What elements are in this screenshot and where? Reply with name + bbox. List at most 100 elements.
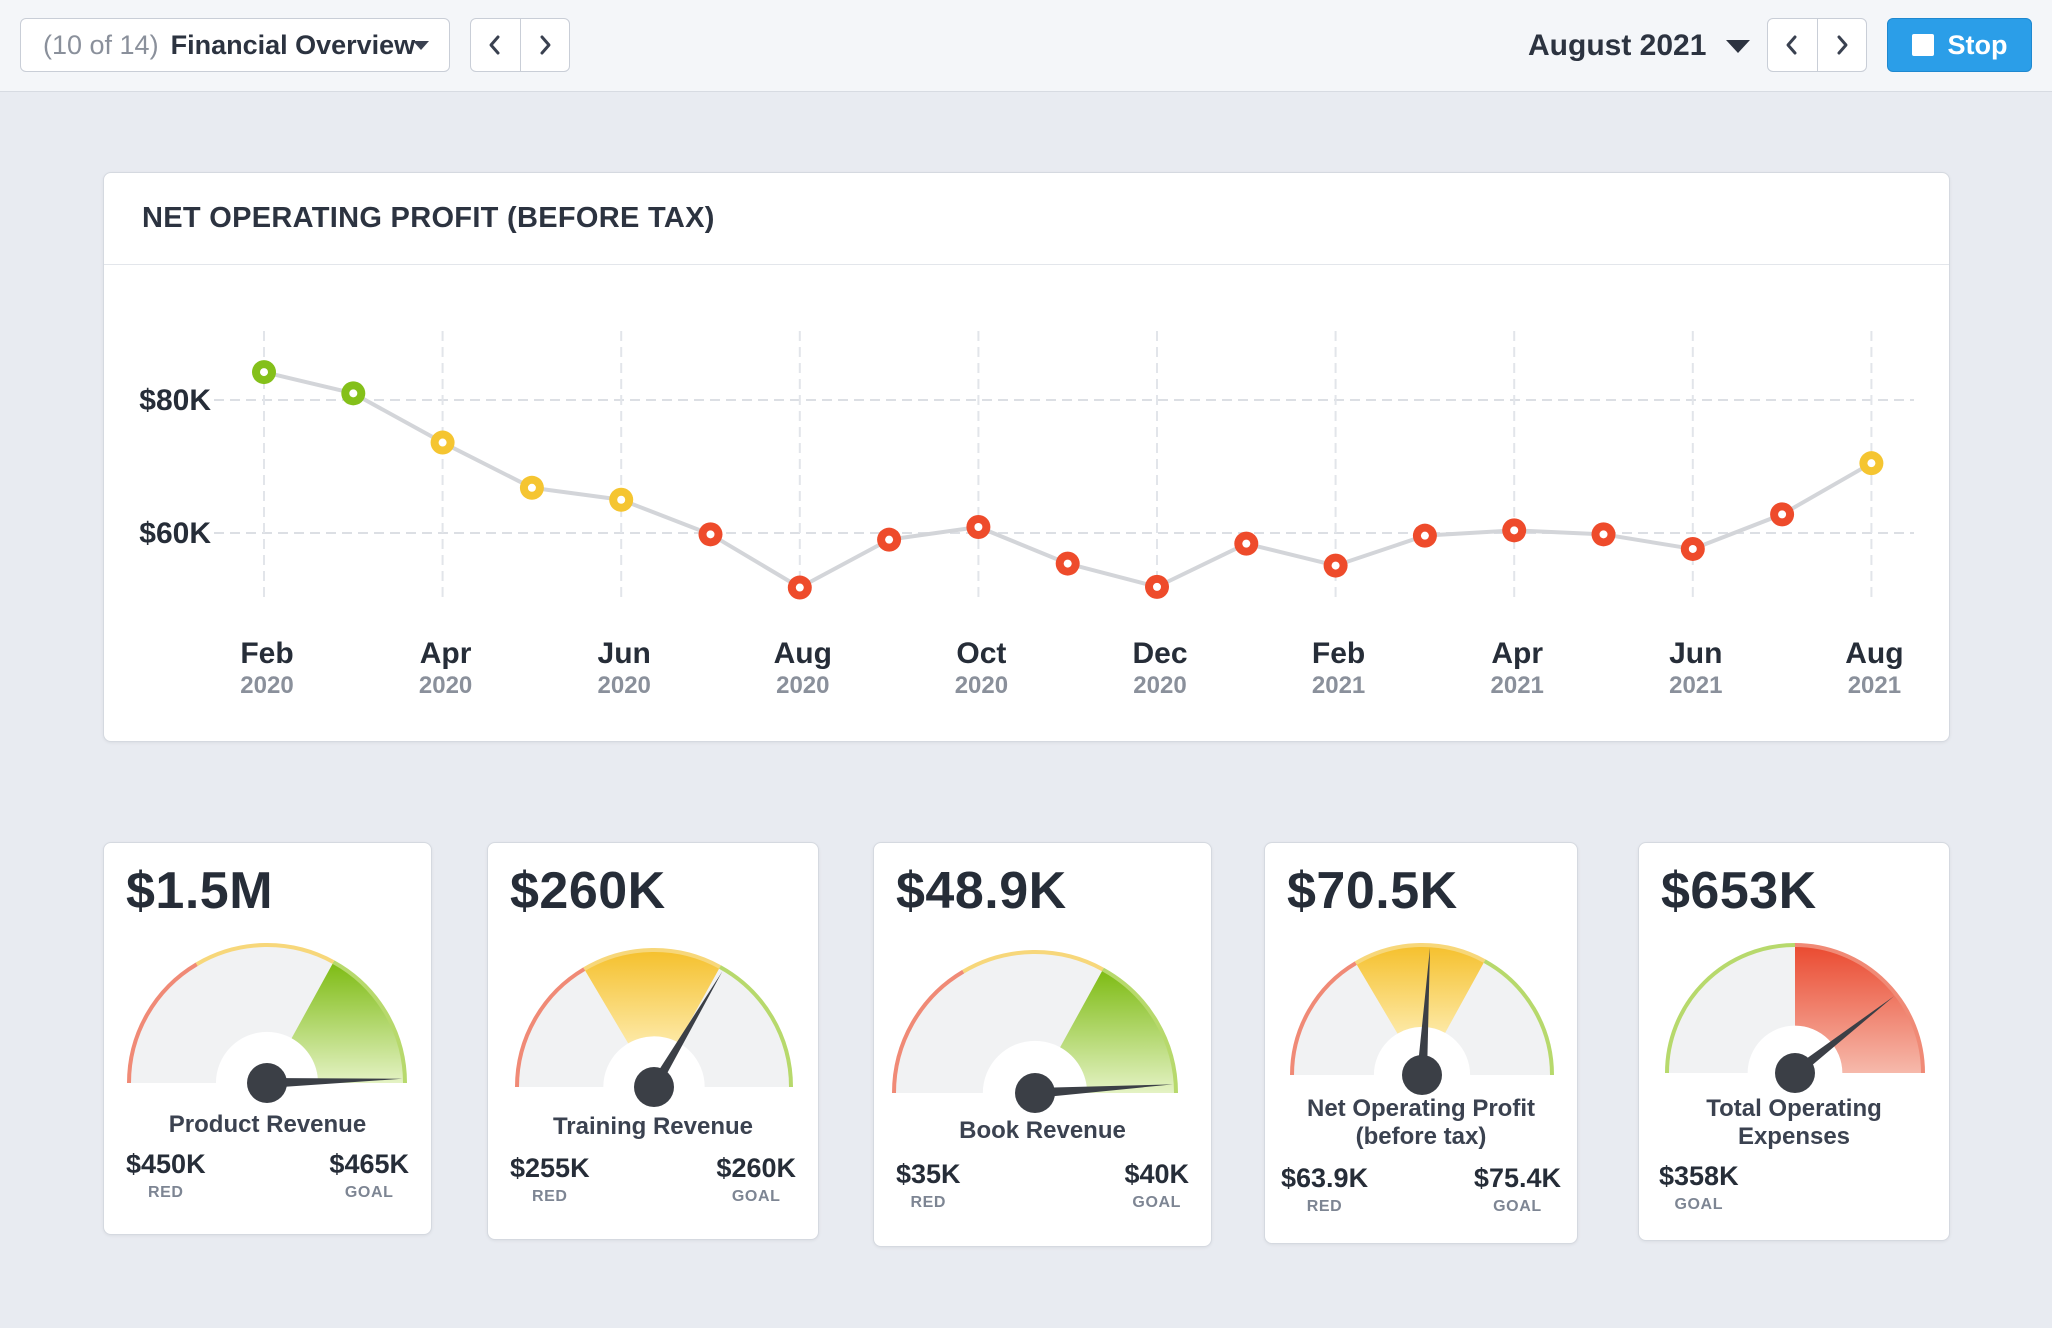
gauge-active-band xyxy=(1060,969,1176,1093)
chevron-left-icon xyxy=(1786,35,1797,55)
gauge-rim xyxy=(195,943,335,966)
next-dashboard-button[interactable] xyxy=(519,19,570,71)
x-tick-year: 2021 xyxy=(1491,672,1544,699)
data-point[interactable] xyxy=(1055,551,1080,576)
kpi-goal: $75.4K GOAL xyxy=(1473,1163,1561,1215)
x-tick-label: Apr xyxy=(420,637,472,670)
data-point[interactable] xyxy=(698,522,723,547)
next-month-button[interactable] xyxy=(1816,19,1867,71)
x-tick-label: Feb xyxy=(1312,637,1365,670)
x-tick-year: 2021 xyxy=(1669,672,1722,699)
gauge-rim xyxy=(1101,967,1178,1094)
gauge-hub xyxy=(634,1067,674,1107)
data-point[interactable] xyxy=(252,360,276,385)
x-tick-label: Aug xyxy=(774,637,832,670)
kpi-goal: $358K GOAL xyxy=(1659,1161,1739,1213)
data-point[interactable] xyxy=(787,575,812,600)
kpi-card-book-revenue[interactable]: $48.9K Book Revenue $35K RED $40K GOAL xyxy=(873,842,1212,1247)
gauge-hub xyxy=(1402,1055,1442,1095)
kpi-value: $70.5K xyxy=(1287,862,1458,920)
kpi-label: Book Revenue xyxy=(959,1117,1126,1144)
kpi-card-product-revenue[interactable]: $1.5M Product Revenue $450K RED $465K GO… xyxy=(103,842,432,1235)
gauge-hub xyxy=(247,1063,287,1103)
month-label: August 2021 xyxy=(1528,29,1707,62)
chart-grid xyxy=(214,331,1914,598)
data-point[interactable] xyxy=(609,487,634,512)
top-toolbar: (10 of 14) Financial Overview August 202… xyxy=(0,0,2052,92)
gauge-needle xyxy=(1417,947,1430,1076)
kpi-red-threshold: $255K RED xyxy=(510,1153,590,1205)
stop-button[interactable]: Stop xyxy=(1887,18,2032,72)
gauge-rim xyxy=(1483,959,1554,1076)
data-point[interactable] xyxy=(1591,522,1616,547)
kpi-red-threshold: $450K RED xyxy=(126,1149,206,1201)
gauge xyxy=(1665,943,1925,1093)
line-chart: $60K$80KFeb2020Apr2020Jun2020Aug2020Oct2… xyxy=(139,331,1914,699)
gauge-rim xyxy=(127,962,198,1084)
caret-down-icon xyxy=(1726,39,1751,53)
chevron-right-icon xyxy=(1837,35,1848,55)
x-tick-label: Oct xyxy=(956,637,1006,670)
dashboard-selector[interactable]: (10 of 14) Financial Overview xyxy=(20,18,450,72)
data-point[interactable] xyxy=(1234,531,1259,556)
x-tick-year: 2020 xyxy=(419,672,472,699)
gauge-active-band xyxy=(1355,945,1485,1034)
gauge-rim xyxy=(719,965,793,1088)
kpi-goal: $465K GOAL xyxy=(329,1149,409,1201)
month-selector[interactable]: August 2021 xyxy=(1528,22,1751,70)
previous-month-button[interactable] xyxy=(1768,19,1817,71)
x-tick-label: Aug xyxy=(1845,637,1903,670)
gauge-rim xyxy=(515,967,586,1088)
data-point[interactable] xyxy=(341,381,366,406)
kpi-label: Net Operating Profit (before tax) xyxy=(1306,1095,1535,1150)
chevron-right-icon xyxy=(540,35,551,55)
kpi-value: $653K xyxy=(1661,862,1817,920)
data-point[interactable] xyxy=(966,515,991,540)
dashboard-name: Financial Overview xyxy=(170,29,416,60)
x-tick-label: Apr xyxy=(1491,637,1543,670)
data-point[interactable] xyxy=(1502,518,1527,543)
kpi-value: $48.9K xyxy=(896,862,1067,920)
caret-down-icon xyxy=(413,41,429,50)
dashboard-nav xyxy=(470,18,570,72)
gauge-rim xyxy=(1665,943,1796,1074)
kpi-card-total-operating-expenses[interactable]: $653K Total Operating Expenses $358K GOA… xyxy=(1638,842,1950,1241)
kpi-value: $1.5M xyxy=(126,862,274,920)
data-point[interactable] xyxy=(519,475,544,500)
gauge-needle xyxy=(1791,996,1895,1077)
gauge-needle xyxy=(1034,1084,1173,1098)
kpi-goal: $40K GOAL xyxy=(1124,1159,1189,1211)
kpi-label: Product Revenue xyxy=(168,1111,367,1138)
chevron-left-icon xyxy=(489,35,500,55)
gauge-active-band xyxy=(1795,945,1923,1073)
data-point[interactable] xyxy=(877,527,902,552)
kpi-label: Training Revenue xyxy=(552,1113,754,1140)
dashboard-count: (10 of 14) xyxy=(43,29,159,60)
gauge-active-band xyxy=(584,950,721,1044)
x-tick-year: 2021 xyxy=(1848,672,1901,699)
x-tick-label: Jun xyxy=(1669,637,1722,670)
kpi-card-net-operating-profit[interactable]: $70.5K Net Operating Profit (before tax)… xyxy=(1264,842,1578,1244)
x-tick-year: 2020 xyxy=(240,672,293,699)
gauge-needle xyxy=(266,1078,403,1088)
gauge-hub xyxy=(1015,1073,1055,1113)
kpi-goal: $260K GOAL xyxy=(716,1153,796,1205)
net-operating-profit-chart-card: NET OPERATING PROFIT (BEFORE TAX) $60K $8… xyxy=(103,172,1950,742)
kpi-value: $260K xyxy=(510,862,666,920)
gauge-needle xyxy=(649,971,723,1090)
gauge-active-band xyxy=(291,962,405,1083)
kpi-card-training-revenue[interactable]: $260K Training Revenue $255K RED $260K G… xyxy=(487,842,819,1240)
previous-dashboard-button[interactable] xyxy=(471,19,520,71)
data-point[interactable] xyxy=(1680,536,1705,561)
gauge-rim xyxy=(892,969,965,1094)
data-point[interactable] xyxy=(430,430,455,455)
x-tick-year: 2020 xyxy=(1133,672,1186,699)
data-point[interactable] xyxy=(1859,451,1884,476)
data-point[interactable] xyxy=(1412,523,1437,548)
gauge-rim xyxy=(1794,943,1925,1074)
data-point[interactable] xyxy=(1770,502,1795,527)
data-point[interactable] xyxy=(1323,553,1348,578)
gauge-rim xyxy=(962,950,1104,974)
data-point[interactable] xyxy=(1145,574,1169,599)
gauge-hub xyxy=(1775,1053,1815,1093)
